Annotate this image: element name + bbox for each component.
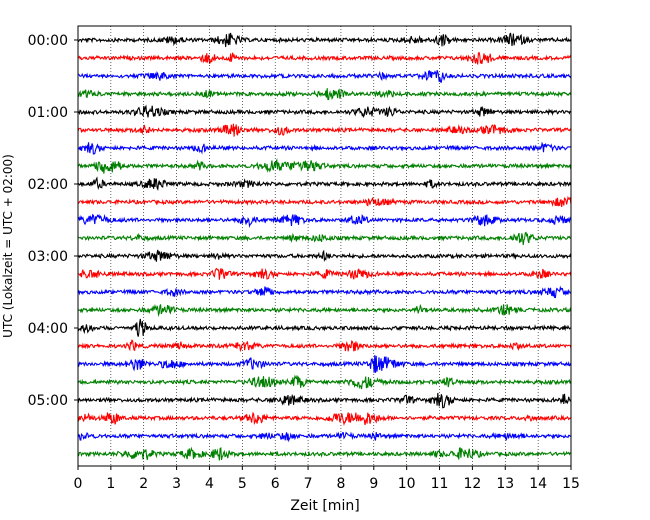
y-tick-label: 04:00 xyxy=(28,321,68,337)
y-axis: 00:00 01:00 02:00 03:00 04:00 05:00 xyxy=(28,33,78,409)
seismogram-trace-0345 xyxy=(77,303,572,318)
x-tick-label: 15 xyxy=(562,476,580,492)
seismogram-trace-0045 xyxy=(77,88,572,101)
y-tick-label: 00:00 xyxy=(28,33,68,49)
x-tick-label: 10 xyxy=(398,476,416,492)
x-tick-label: 7 xyxy=(304,476,313,492)
x-tick-label: 4 xyxy=(205,476,214,492)
plot-frame xyxy=(77,25,572,467)
vertical-gridlines xyxy=(110,26,539,466)
seismogram-trace-0100 xyxy=(77,104,572,119)
x-axis: 0 1 2 3 4 5 6 7 8 9 10 11 12 13 14 15 xyxy=(74,466,580,492)
seismogram-trace-0500 xyxy=(77,392,572,409)
seismogram-trace-0130 xyxy=(77,141,571,155)
trace-group xyxy=(77,32,572,461)
seismogram-trace-0400 xyxy=(77,318,571,337)
seismogram-trace-0430 xyxy=(77,355,572,373)
x-tick-label: 2 xyxy=(139,476,148,492)
seismogram-trace-0530 xyxy=(77,431,571,443)
x-tick-label: 8 xyxy=(336,476,345,492)
seismogram-trace-0230 xyxy=(77,213,572,229)
x-tick-label: 13 xyxy=(496,476,514,492)
seismogram-trace-0015 xyxy=(77,51,572,65)
y-tick-label: 03:00 xyxy=(28,249,68,265)
x-tick-label: 6 xyxy=(271,476,280,492)
x-tick-label: 0 xyxy=(74,476,83,492)
y-tick-label: 02:00 xyxy=(28,177,68,193)
x-axis-title: Zeit [min] xyxy=(290,498,359,514)
x-tick-label: 5 xyxy=(238,476,247,492)
seismogram-trace-0315 xyxy=(77,267,572,280)
x-tick-label: 1 xyxy=(106,476,115,492)
y-tick-label: 05:00 xyxy=(28,393,68,409)
x-tick-label: 9 xyxy=(369,476,378,492)
seismogram-trace-0200 xyxy=(77,176,572,191)
seismogram-trace-0030 xyxy=(77,69,572,84)
seismogram-trace-0215 xyxy=(77,195,572,207)
seismogram-trace-0300 xyxy=(77,249,572,263)
y-tick-label: 01:00 xyxy=(28,105,68,121)
seismogram-trace-0445 xyxy=(77,374,572,390)
seismogram-trace-0145 xyxy=(77,158,572,174)
x-tick-label: 12 xyxy=(463,476,481,492)
seismogram-trace-0245 xyxy=(77,231,572,246)
seismogram-trace-0000 xyxy=(77,32,572,48)
x-tick-label: 14 xyxy=(529,476,547,492)
seismogram-trace-0330 xyxy=(77,285,572,299)
x-tick-label: 11 xyxy=(431,476,449,492)
y-axis-title: UTC (Lokalzeit = UTC + 02:00) xyxy=(1,154,15,338)
seismogram-trace-0115 xyxy=(77,123,572,137)
x-tick-label: 3 xyxy=(172,476,181,492)
seismogram-trace-0415 xyxy=(77,339,572,353)
seismogram-trace-0515 xyxy=(77,411,572,427)
seismogram-trace-0545 xyxy=(77,446,572,461)
